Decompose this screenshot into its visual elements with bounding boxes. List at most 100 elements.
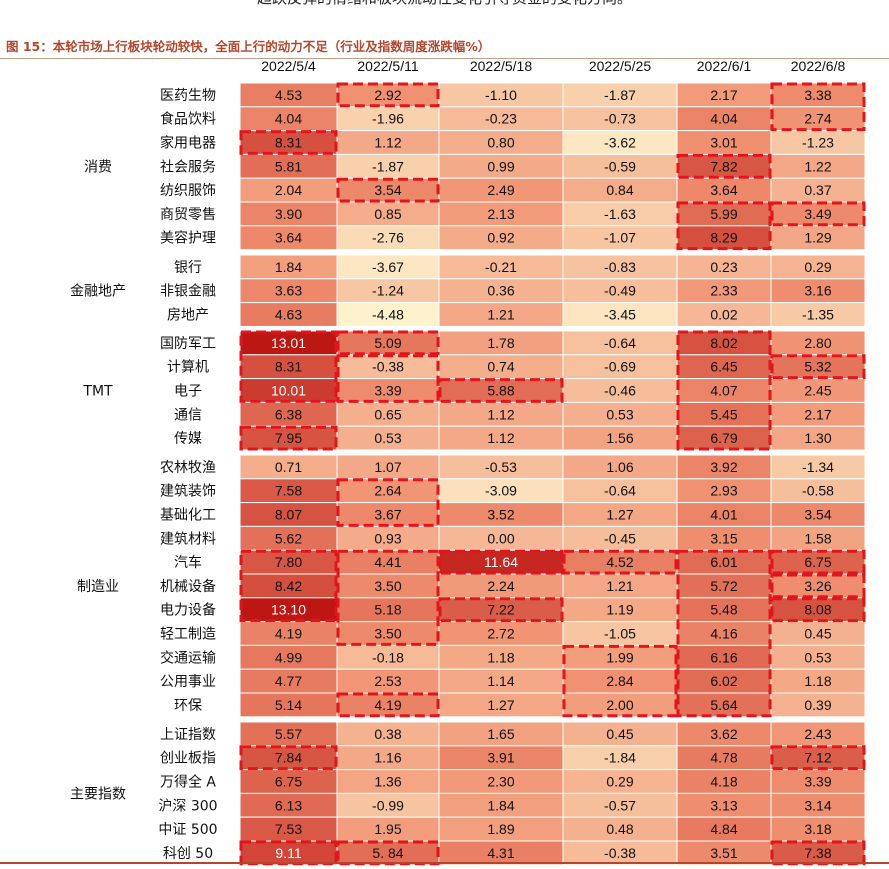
cell-value: 2.33 [710, 283, 737, 299]
cell-value: 0.48 [606, 821, 633, 837]
cell-value: 6.75 [275, 774, 302, 790]
row-label: 医药生物 [160, 88, 216, 104]
cell-value: -0.58 [802, 483, 834, 499]
cell-value: 2.30 [487, 774, 514, 790]
group-separator [240, 450, 865, 454]
cell-value: 2.45 [804, 383, 831, 399]
highlight-box [770, 597, 866, 623]
cell-value: 4.52 [606, 554, 633, 570]
cell-value: 0.74 [487, 359, 514, 375]
cell-value: -1.05 [604, 626, 636, 642]
row-label: 家用电器 [160, 135, 216, 152]
highlight-box [770, 745, 866, 771]
cell-value: 3.92 [710, 459, 737, 475]
cell-value: -0.99 [372, 797, 404, 813]
cell-value: 5.18 [374, 602, 401, 618]
highlight-box [239, 130, 338, 155]
row-label: 纺织服饰 [160, 183, 216, 199]
cell-value: -1.63 [604, 206, 636, 222]
highlight-box [770, 201, 866, 227]
cell-value: 4.18 [710, 774, 737, 790]
cell-value: 3.54 [374, 182, 401, 198]
row-label: 基础化工 [160, 507, 216, 524]
cell-value: 2.93 [710, 483, 737, 499]
cell-value: 2.24 [487, 578, 514, 594]
cell-value: 3.62 [710, 726, 737, 742]
cell-value: 3.63 [275, 283, 302, 299]
cell-value: 5.14 [275, 697, 302, 713]
cell-value: 5.45 [710, 406, 737, 422]
cell-value: 0.71 [275, 459, 302, 475]
cell-value: 7.58 [275, 483, 302, 499]
cell-value: 3.14 [804, 797, 831, 813]
cell-value: 3.64 [710, 182, 737, 198]
highlight-box [438, 597, 564, 623]
cell-value: 6.16 [710, 649, 737, 665]
row-label: 沪深 300 [158, 798, 217, 814]
cell-value: 0.80 [487, 135, 514, 151]
row-label: 万得全 A [160, 774, 216, 791]
highlight-box [336, 330, 440, 356]
row-label: 中证 500 [158, 822, 217, 838]
row-label: 上证指数 [160, 727, 216, 743]
cell-value: 1.22 [804, 158, 831, 174]
row-label: 计算机 [167, 360, 209, 376]
cell-value: 3.15 [710, 530, 737, 546]
cell-value: 7.53 [275, 821, 302, 837]
cell-value: 1.95 [374, 821, 401, 837]
figure-title: 图 15：本轮市场上行板块轮动较快，全面上行的动力不足（行业及指数周度涨跌幅%） [6, 39, 491, 54]
row-label: 交通运输 [160, 649, 216, 666]
highlight-box [239, 425, 338, 451]
cell-value: 1.12 [374, 135, 401, 151]
cell-value: -0.57 [604, 797, 636, 813]
cell-value: 4.19 [374, 697, 401, 713]
cell-value: 1.21 [487, 307, 514, 323]
cell-value: 1.14 [487, 673, 514, 689]
group-separator [240, 864, 865, 869]
cell-value: -2.76 [372, 230, 404, 246]
cell-value: 3.54 [804, 507, 831, 523]
cell-value: 1.29 [804, 230, 831, 246]
cell-value: -0.69 [604, 359, 636, 375]
cell-value: 4.16 [710, 626, 737, 642]
group-label: 金融地产 [70, 284, 126, 300]
cell-value: 2.80 [804, 335, 831, 351]
cell-value: -0.46 [604, 383, 636, 399]
cell-value: -0.59 [604, 158, 636, 174]
cell-value: 13.01 [271, 335, 306, 351]
row-label: 通信 [174, 407, 202, 423]
cell-value: 0.29 [606, 774, 633, 790]
cell-value: 1.27 [606, 507, 633, 523]
cell-value: 1.07 [374, 459, 401, 475]
cell-value: -1.24 [372, 283, 404, 299]
row-label: 电力设备 [160, 602, 216, 619]
cell-value: 0.53 [606, 406, 633, 422]
cell-value: -1.34 [802, 459, 834, 475]
group-separator [240, 716, 865, 721]
cell-value: 2.92 [374, 87, 401, 103]
cell-value: 1.84 [275, 259, 302, 275]
row-label: 科创 50 [163, 846, 213, 862]
row-label: 美容护理 [160, 230, 216, 247]
column-header: 2022/5/4 [261, 58, 316, 74]
highlight-box [770, 549, 866, 575]
cell-value: -1.35 [802, 307, 834, 323]
cell-value: 4.41 [374, 554, 401, 570]
row-label: 食品饮料 [160, 111, 216, 128]
cell-value: 1.12 [487, 430, 514, 446]
cell-value: -0.21 [485, 259, 517, 275]
cell-value: -1.84 [604, 750, 636, 766]
cell-value: 7.12 [804, 750, 831, 766]
cell-value: 0.00 [487, 530, 514, 546]
cell-value: 1.18 [487, 649, 514, 665]
highlight-box [239, 840, 338, 866]
cell-value: 3.13 [710, 797, 737, 813]
cell-value: 4.31 [487, 845, 514, 861]
cell-value: 3.51 [710, 845, 737, 861]
cell-value: 2.17 [710, 87, 737, 103]
cell-value: 6.79 [710, 430, 737, 446]
cell-value: -0.23 [485, 111, 517, 127]
cell-value: 8.07 [275, 507, 302, 523]
cell-value: 5.57 [275, 726, 302, 742]
cell-value: 0.02 [710, 307, 737, 323]
